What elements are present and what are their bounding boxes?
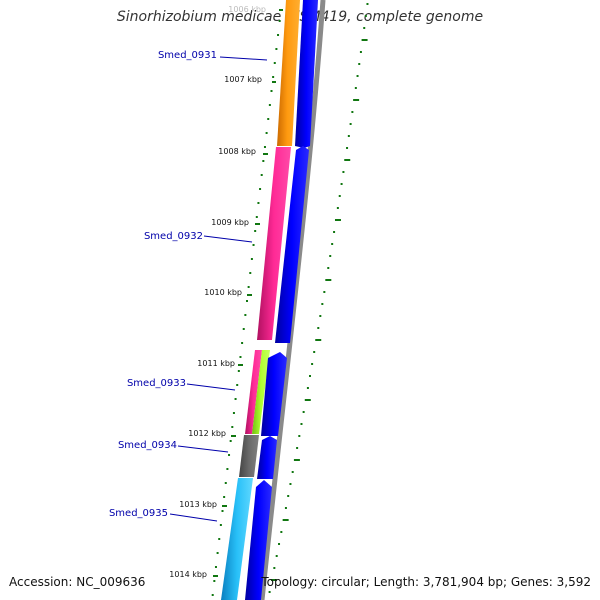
kbp-minor-dot — [216, 552, 219, 554]
kbp-minor-dot — [236, 384, 239, 386]
feature-smed-0932-pink[interactable] — [257, 147, 291, 340]
kbp-minor-dot — [232, 412, 235, 414]
kbp-label-1014: 1014 kbp — [169, 570, 207, 579]
kbp-minor-dot — [223, 496, 226, 498]
accession-text: Accession: NC_009636 — [9, 575, 146, 589]
kbp-minor-dot — [241, 342, 244, 344]
kbp-minor-dot — [229, 440, 232, 442]
reverse-strand-features — [221, 0, 300, 600]
feature-smed-0933-green[interactable] — [252, 350, 270, 434]
kbp-label-1010: 1010 kbp — [204, 288, 242, 297]
kbp-minor-dot — [224, 482, 227, 484]
kbp-minor-dot — [237, 370, 240, 372]
feature-smed-0931-orange[interactable] — [277, 0, 300, 146]
gene-label-smed-0933[interactable]: Smed_0933 — [127, 378, 186, 389]
gene-label-smed-0932[interactable]: Smed_0932 — [144, 231, 203, 242]
kbp-minor-dot — [254, 230, 257, 232]
topology-summary: Topology: circular; Length: 3,781,904 bp… — [261, 575, 591, 589]
kbp-minor-dot — [267, 118, 270, 120]
kbp-minor-dot — [263, 146, 266, 148]
kbp-minor-dot — [257, 202, 260, 204]
kbp-label-1011: 1011 kbp — [197, 359, 235, 368]
kbp-minor-dot — [270, 90, 273, 92]
kbp-minor-dot — [244, 314, 247, 316]
forward-strand-features — [245, 0, 318, 600]
kbp-dots — [211, 20, 281, 596]
kbp-minor-dot — [273, 62, 276, 64]
kbp-minor-dot — [228, 454, 231, 456]
kbp-minor-dot — [250, 258, 253, 260]
kbp-ticks — [213, 9, 283, 577]
kbp-label-1009: 1009 kbp — [211, 218, 249, 227]
kbp-minor-dot — [226, 468, 229, 470]
feature-smed-0935-cyan[interactable] — [221, 478, 253, 600]
kbp-minor-dot — [213, 580, 216, 582]
kbp-minor-dot — [277, 34, 280, 36]
kbp-minor-dot — [246, 300, 248, 302]
kbp-minor-dot — [219, 524, 222, 526]
kbp-minor-dot — [239, 356, 242, 358]
kbp-label-1013: 1013 kbp — [179, 500, 217, 509]
gc-content-track — [268, 3, 369, 593]
genome-backbone — [259, 0, 326, 600]
kbp-minor-dot — [265, 132, 268, 134]
gene-label-smed-0935[interactable]: Smed_0935 — [109, 508, 168, 519]
kbp-minor-dot — [214, 566, 217, 568]
kbp-minor-dot — [255, 216, 258, 218]
kbp-minor-dot — [234, 398, 237, 400]
feature-blue-arrow-4[interactable] — [257, 436, 277, 479]
kbp-minor-dot — [259, 188, 262, 190]
feature-blue-arrow-3[interactable] — [261, 352, 287, 436]
kbp-minor-dot — [221, 510, 224, 512]
kbp-minor-dot — [260, 174, 263, 176]
kbp-minor-dot — [278, 20, 281, 22]
kbp-minor-dot — [249, 272, 252, 274]
kbp-minor-dot — [211, 594, 214, 596]
kbp-label-1006: 1006 kbp — [228, 5, 266, 14]
kbp-minor-dot — [262, 160, 265, 162]
gene-label-smed-0931[interactable]: Smed_0931 — [158, 50, 217, 61]
gene-callout-lines — [169, 56, 268, 522]
kbp-label-1012: 1012 kbp — [188, 429, 226, 438]
genome-title: Sinorhizobium medicae WSM419, complete g… — [116, 9, 484, 25]
gene-label-smed-0934[interactable]: Smed_0934 — [118, 440, 177, 451]
feature-blue-arrow-5[interactable] — [245, 480, 272, 600]
feature-blue-arrow-2[interactable] — [275, 146, 309, 343]
feature-smed-0933-pink[interactable] — [245, 350, 262, 434]
kbp-minor-dot — [218, 538, 221, 540]
feature-smed-0934-gray[interactable] — [239, 435, 259, 477]
kbp-label-1008: 1008 kbp — [218, 147, 256, 156]
kbp-minor-dot — [268, 104, 271, 106]
kbp-minor-dot — [247, 286, 250, 288]
kbp-minor-dot — [275, 48, 278, 50]
kbp-minor-dot — [231, 426, 234, 428]
kbp-label-1007: 1007 kbp — [224, 75, 262, 84]
kbp-minor-dot — [242, 328, 245, 330]
kbp-minor-dot — [272, 76, 275, 78]
kbp-minor-dot — [252, 244, 255, 246]
feature-blue-arrow-1[interactable] — [295, 0, 318, 148]
